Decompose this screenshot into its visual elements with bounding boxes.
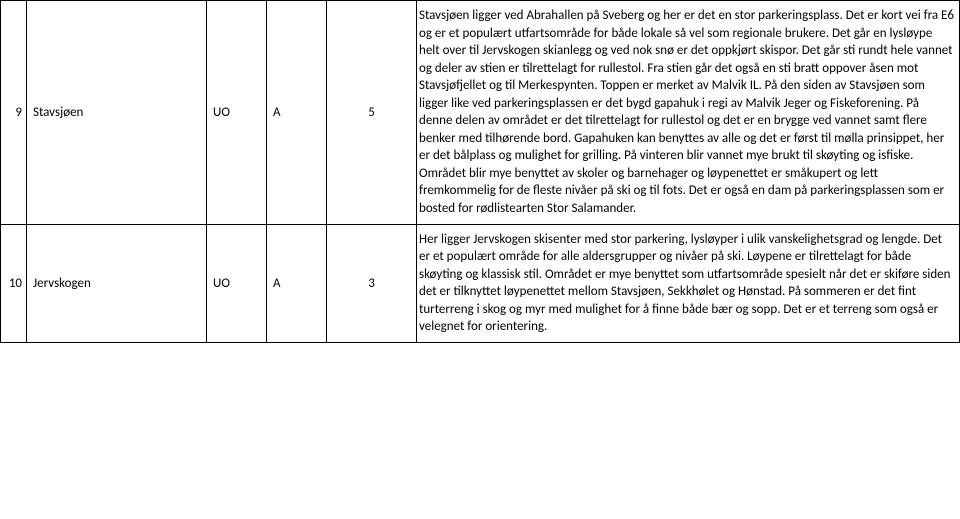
- cell-c3: UO: [207, 224, 267, 342]
- cell-c4: A: [267, 224, 327, 342]
- table-row: 10 Jervskogen UO A 3 Her ligger Jervskog…: [1, 224, 960, 342]
- cell-desc: Her ligger Jervskogen skisenter med stor…: [417, 224, 960, 342]
- cell-c5: 5: [327, 1, 417, 225]
- cell-c3: UO: [207, 1, 267, 225]
- cell-name: Jervskogen: [27, 224, 207, 342]
- cell-c5: 3: [327, 224, 417, 342]
- table-row: 9 Stavsjøen UO A 5 Stavsjøen ligger ved …: [1, 1, 960, 225]
- cell-desc: Stavsjøen ligger ved Abrahallen på Svebe…: [417, 1, 960, 225]
- data-table: 9 Stavsjøen UO A 5 Stavsjøen ligger ved …: [0, 0, 960, 343]
- cell-num: 9: [1, 1, 27, 225]
- cell-num: 10: [1, 224, 27, 342]
- cell-name: Stavsjøen: [27, 1, 207, 225]
- cell-c4: A: [267, 1, 327, 225]
